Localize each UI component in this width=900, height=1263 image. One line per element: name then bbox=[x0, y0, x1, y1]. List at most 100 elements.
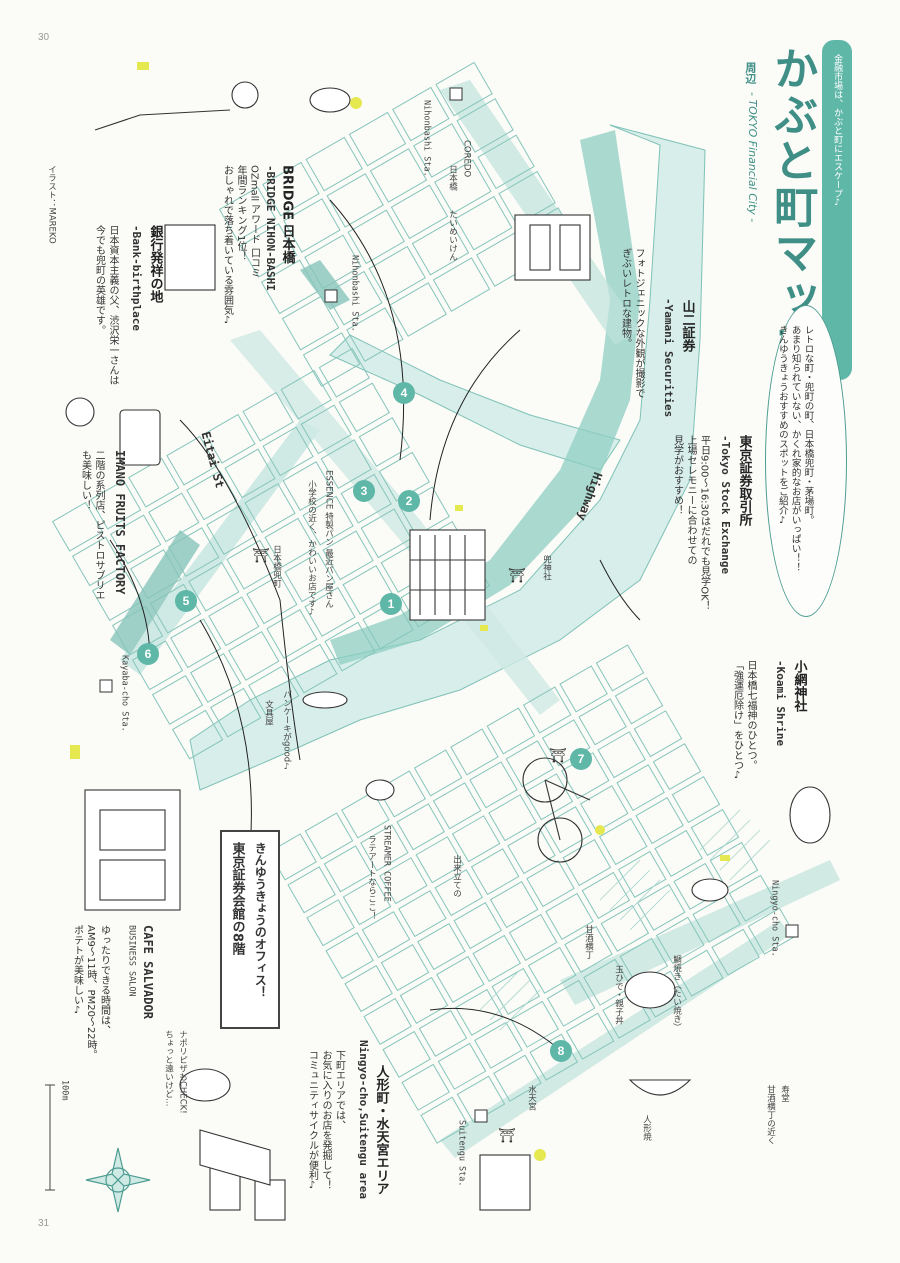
city-block bbox=[324, 621, 376, 672]
city-block bbox=[498, 170, 556, 226]
city-block bbox=[598, 818, 648, 866]
ningyocho-desc-2: お気に入りのお店を発掘して！ bbox=[320, 1050, 331, 1190]
pizza-sub-label: ちょっと遠いけど… bbox=[163, 1030, 174, 1107]
city-block bbox=[286, 643, 338, 694]
city-block bbox=[90, 479, 142, 530]
city-block bbox=[242, 391, 294, 442]
city-block bbox=[595, 644, 645, 692]
bridge-desc-2: 年間ランキング1位！ bbox=[235, 165, 246, 262]
city-block bbox=[546, 979, 596, 1027]
city-block bbox=[524, 773, 574, 821]
illustrations bbox=[65, 81, 831, 1221]
city-block bbox=[369, 148, 428, 203]
intro-line-1: レトロな町・兜町の町、日本橋兜町・茅場町。 bbox=[802, 325, 814, 525]
city-block bbox=[281, 295, 340, 351]
city-block bbox=[616, 764, 665, 812]
city-block bbox=[562, 839, 612, 887]
city-block bbox=[284, 552, 336, 603]
koami-desc-2: 「強運厄除け」をひとつ♪ bbox=[731, 660, 743, 781]
city-block bbox=[262, 161, 320, 217]
city-block bbox=[344, 965, 393, 1013]
marker-4[interactable]: 4 bbox=[393, 382, 415, 404]
city-block bbox=[472, 934, 522, 982]
city-block bbox=[432, 257, 491, 312]
marker-2[interactable]: 2 bbox=[398, 490, 420, 512]
city-block bbox=[415, 836, 465, 884]
city-block bbox=[342, 565, 394, 615]
city-block bbox=[390, 184, 449, 240]
marker-6[interactable]: 6 bbox=[137, 643, 159, 665]
koami-desc-1: 日本橋七福神のひとつ。 bbox=[745, 660, 756, 770]
city-block bbox=[171, 709, 224, 760]
city-block bbox=[635, 797, 684, 845]
city-block bbox=[597, 731, 646, 779]
city-block bbox=[392, 86, 450, 142]
city-block bbox=[453, 902, 503, 950]
city-block bbox=[325, 270, 383, 326]
highway bbox=[330, 130, 640, 665]
city-block bbox=[437, 1042, 487, 1090]
city-block bbox=[318, 347, 370, 398]
tagline: 金融市場は、かぶと町にエスケープ♪ bbox=[832, 54, 843, 208]
city-block bbox=[617, 850, 667, 898]
city-block bbox=[363, 997, 412, 1045]
city-block bbox=[239, 223, 298, 278]
city-block bbox=[361, 911, 411, 959]
city-block bbox=[380, 944, 430, 992]
marker-1[interactable]: 1 bbox=[380, 593, 402, 615]
city-block bbox=[71, 536, 124, 587]
amazake-label: 出来立ての bbox=[451, 855, 462, 898]
intro-line-2: あまり知られていない、かくれ家的なお店がいっぱい！！ bbox=[789, 325, 801, 572]
yamani-en: -Yamani Securities bbox=[661, 298, 675, 418]
marker-5[interactable]: 5 bbox=[175, 590, 197, 612]
bank-title: 銀行発祥の地 bbox=[147, 225, 163, 303]
city-block bbox=[320, 439, 372, 489]
marker-8[interactable]: 8 bbox=[550, 1040, 572, 1062]
bank-desc-2: 今でも兜町の英雄です。 bbox=[93, 225, 105, 335]
bank-desc: 日本資本主義の父、渋沢栄一さんは 今でも兜町の英雄です。 bbox=[92, 225, 119, 385]
city-block bbox=[300, 404, 352, 455]
intro-text: レトロな町・兜町の町、日本橋兜町・茅場町。 あまり知られていない、かくれ家的なお… bbox=[775, 325, 814, 572]
city-block bbox=[341, 791, 390, 839]
city-block bbox=[559, 665, 608, 713]
city-block bbox=[244, 483, 296, 533]
city-block bbox=[382, 1030, 431, 1078]
marker-7[interactable]: 7 bbox=[570, 748, 592, 770]
tse-en: -Tokyo Stock Exchange bbox=[718, 435, 732, 575]
city-block bbox=[305, 136, 363, 192]
city-block bbox=[565, 1012, 615, 1060]
city-block bbox=[654, 829, 703, 877]
city-block bbox=[262, 426, 314, 477]
city-block bbox=[455, 988, 504, 1036]
city-block bbox=[477, 134, 535, 190]
city-block bbox=[636, 883, 686, 931]
imano-desc-2: も美味しい！ bbox=[79, 450, 91, 510]
city-block bbox=[379, 857, 428, 905]
marker-3[interactable]: 3 bbox=[353, 480, 375, 502]
tse-title: 東京証券取引所 bbox=[736, 435, 752, 526]
city-block bbox=[579, 785, 629, 833]
city-block bbox=[709, 841, 759, 889]
bridge-desc-3: おしゃれで落ち着いている雰囲気♪ bbox=[221, 165, 233, 326]
city-block bbox=[456, 1075, 506, 1123]
city-block bbox=[543, 806, 593, 854]
salvador-desc-1: ゆったりできる時間は、 bbox=[98, 925, 110, 1035]
ningyocho-title: 人形町・水天宮エリア bbox=[373, 1065, 389, 1195]
coredo-label: COREDO bbox=[461, 140, 472, 178]
city-block bbox=[418, 1009, 468, 1057]
ningyocho-desc-3: コミュニティサイクルが便利♪ bbox=[306, 1050, 318, 1191]
city-block bbox=[578, 698, 627, 746]
city-block bbox=[347, 209, 405, 265]
scale-bar bbox=[45, 1084, 55, 1191]
essence-sub: 小学校の近く、かわいいお店です♪ bbox=[306, 480, 317, 618]
city-block bbox=[204, 413, 256, 464]
city-block bbox=[417, 923, 466, 971]
city-block bbox=[396, 803, 446, 851]
city-block bbox=[456, 98, 514, 153]
city-block bbox=[51, 501, 104, 552]
tagline-ribbon: 金融市場は、かぶと町にエスケープ♪ bbox=[822, 40, 852, 380]
city-block bbox=[166, 435, 218, 486]
salvador-desc-2: AM9〜11時、PM20〜22時。 bbox=[85, 925, 96, 1060]
page-number-bottom: 31 bbox=[38, 1218, 50, 1229]
yamani-desc: フォトジェニックな外観が撮影で ぎぶいレトロな建物。 bbox=[618, 248, 645, 398]
